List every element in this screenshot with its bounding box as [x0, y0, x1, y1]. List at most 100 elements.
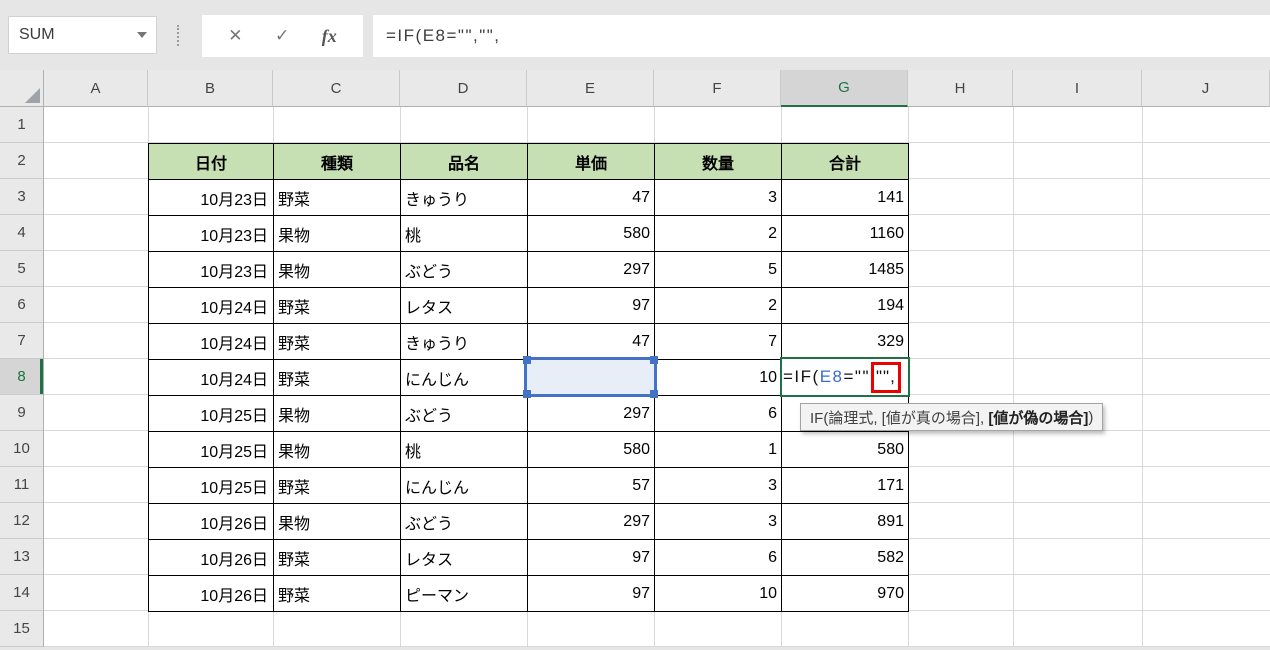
cell-item[interactable]: ぶどう — [401, 252, 528, 288]
cell-type[interactable]: 野菜 — [274, 540, 401, 576]
cell-date[interactable]: 10月26日 — [149, 504, 274, 540]
cell-price[interactable]: 47 — [528, 324, 655, 360]
insert-function-icon[interactable]: fx — [321, 25, 337, 46]
cell-type[interactable]: 果物 — [274, 396, 401, 432]
cell-price[interactable]: 297 — [528, 252, 655, 288]
cell-item[interactable]: にんじん — [401, 468, 528, 504]
cell-type[interactable]: 果物 — [274, 504, 401, 540]
cell-item[interactable]: ピーマン — [401, 576, 528, 612]
cell-price[interactable]: 97 — [528, 288, 655, 324]
cell-date[interactable]: 10月25日 — [149, 432, 274, 468]
cell-type[interactable]: 野菜 — [274, 288, 401, 324]
row-header[interactable]: 3 — [0, 179, 43, 215]
name-box-dropdown-icon[interactable] — [137, 32, 147, 38]
cell-price[interactable]: 297 — [528, 504, 655, 540]
row-header[interactable]: 13 — [0, 539, 43, 575]
column-header-e[interactable]: E — [527, 70, 654, 107]
cell-total[interactable]: 891 — [782, 504, 909, 540]
column-header-h[interactable]: H — [908, 70, 1013, 107]
cell-qty[interactable]: 6 — [655, 540, 782, 576]
row-header[interactable]: 1 — [0, 107, 43, 143]
selection-handle[interactable] — [523, 356, 531, 364]
cell-type[interactable]: 果物 — [274, 216, 401, 252]
cell-qty[interactable]: 7 — [655, 324, 782, 360]
cell-date[interactable]: 10月25日 — [149, 468, 274, 504]
cell-total[interactable]: 582 — [782, 540, 909, 576]
selection-handle[interactable] — [650, 390, 658, 398]
cell-price[interactable]: 580 — [528, 216, 655, 252]
cell-item[interactable]: レタス — [401, 540, 528, 576]
cell-total[interactable]: 1160 — [782, 216, 909, 252]
enter-icon[interactable]: ✓ — [275, 26, 290, 45]
cell-qty[interactable]: 6 — [655, 396, 782, 432]
cell-price[interactable]: 580 — [528, 432, 655, 468]
row-header[interactable]: 2 — [0, 143, 43, 179]
cell-date[interactable]: 10月23日 — [149, 216, 274, 252]
cell-item[interactable]: 桃 — [401, 216, 528, 252]
cell-qty[interactable]: 3 — [655, 180, 782, 216]
cell-total[interactable]: 580 — [782, 432, 909, 468]
row-header[interactable]: 14 — [0, 575, 43, 611]
column-header-d[interactable]: D — [400, 70, 527, 107]
cell-type[interactable]: 野菜 — [274, 324, 401, 360]
cell-item[interactable]: レタス — [401, 288, 528, 324]
cell-type[interactable]: 果物 — [274, 432, 401, 468]
table-header-total[interactable]: 合計 — [782, 144, 909, 180]
cell-price[interactable]: 47 — [528, 180, 655, 216]
cell-total[interactable]: 329 — [782, 324, 909, 360]
column-header-j[interactable]: J — [1142, 70, 1270, 107]
row-header[interactable]: 6 — [0, 287, 43, 323]
cell-date[interactable]: 10月24日 — [149, 324, 274, 360]
cell-item[interactable]: ぶどう — [401, 504, 528, 540]
cell-qty[interactable]: 2 — [655, 216, 782, 252]
cell-total[interactable]: 1485 — [782, 252, 909, 288]
cell-total[interactable]: 970 — [782, 576, 909, 612]
row-header[interactable]: 7 — [0, 323, 43, 359]
cell-qty[interactable]: 3 — [655, 468, 782, 504]
row-header[interactable]: 8 — [0, 359, 43, 395]
row-header[interactable]: 11 — [0, 467, 43, 503]
cell-price[interactable]: 97 — [528, 540, 655, 576]
column-header-g-active[interactable]: G — [781, 70, 908, 107]
cell-qty[interactable]: 10 — [655, 360, 782, 396]
name-box[interactable]: SUM — [8, 16, 157, 54]
cell-type[interactable]: 野菜 — [274, 576, 401, 612]
row-header[interactable]: 9 — [0, 395, 43, 431]
cell-qty[interactable]: 1 — [655, 432, 782, 468]
row-header[interactable]: 10 — [0, 431, 43, 467]
cell-item[interactable]: きゅうり — [401, 180, 528, 216]
cell-type[interactable]: 果物 — [274, 252, 401, 288]
column-header-b[interactable]: B — [148, 70, 273, 107]
table-header-item[interactable]: 品名 — [401, 144, 528, 180]
cell-price[interactable]: 297 — [528, 396, 655, 432]
cell-type[interactable]: 野菜 — [274, 180, 401, 216]
column-header-c[interactable]: C — [273, 70, 400, 107]
row-header[interactable]: 15 — [0, 611, 43, 647]
cancel-icon[interactable]: ✕ — [228, 26, 243, 45]
cell-type[interactable]: 野菜 — [274, 360, 401, 396]
selection-handle[interactable] — [650, 356, 658, 364]
cell-item[interactable]: にんじん — [401, 360, 528, 396]
cell-date[interactable]: 10月23日 — [149, 252, 274, 288]
column-header-i[interactable]: I — [1013, 70, 1142, 107]
cell-price[interactable]: 57 — [528, 468, 655, 504]
select-all-corner[interactable] — [0, 70, 44, 107]
table-header-type[interactable]: 種類 — [274, 144, 401, 180]
cell-price[interactable]: 97 — [528, 576, 655, 612]
cell-item[interactable]: きゅうり — [401, 324, 528, 360]
cell-qty[interactable]: 3 — [655, 504, 782, 540]
cell-total[interactable]: 171 — [782, 468, 909, 504]
table-header-qty[interactable]: 数量 — [655, 144, 782, 180]
column-header-f[interactable]: F — [654, 70, 781, 107]
cell-qty[interactable]: 2 — [655, 288, 782, 324]
cell-date[interactable]: 10月24日 — [149, 288, 274, 324]
selection-handle[interactable] — [523, 390, 531, 398]
cell-date[interactable]: 10月26日 — [149, 540, 274, 576]
cell-item[interactable]: 桃 — [401, 432, 528, 468]
cell-date[interactable]: 10月26日 — [149, 576, 274, 612]
cell-date[interactable]: 10月25日 — [149, 396, 274, 432]
active-cell-g8-editor[interactable]: =IF(E8="" "", — [780, 357, 910, 397]
cell-type[interactable]: 野菜 — [274, 468, 401, 504]
cell-qty[interactable]: 10 — [655, 576, 782, 612]
row-header[interactable]: 4 — [0, 215, 43, 251]
